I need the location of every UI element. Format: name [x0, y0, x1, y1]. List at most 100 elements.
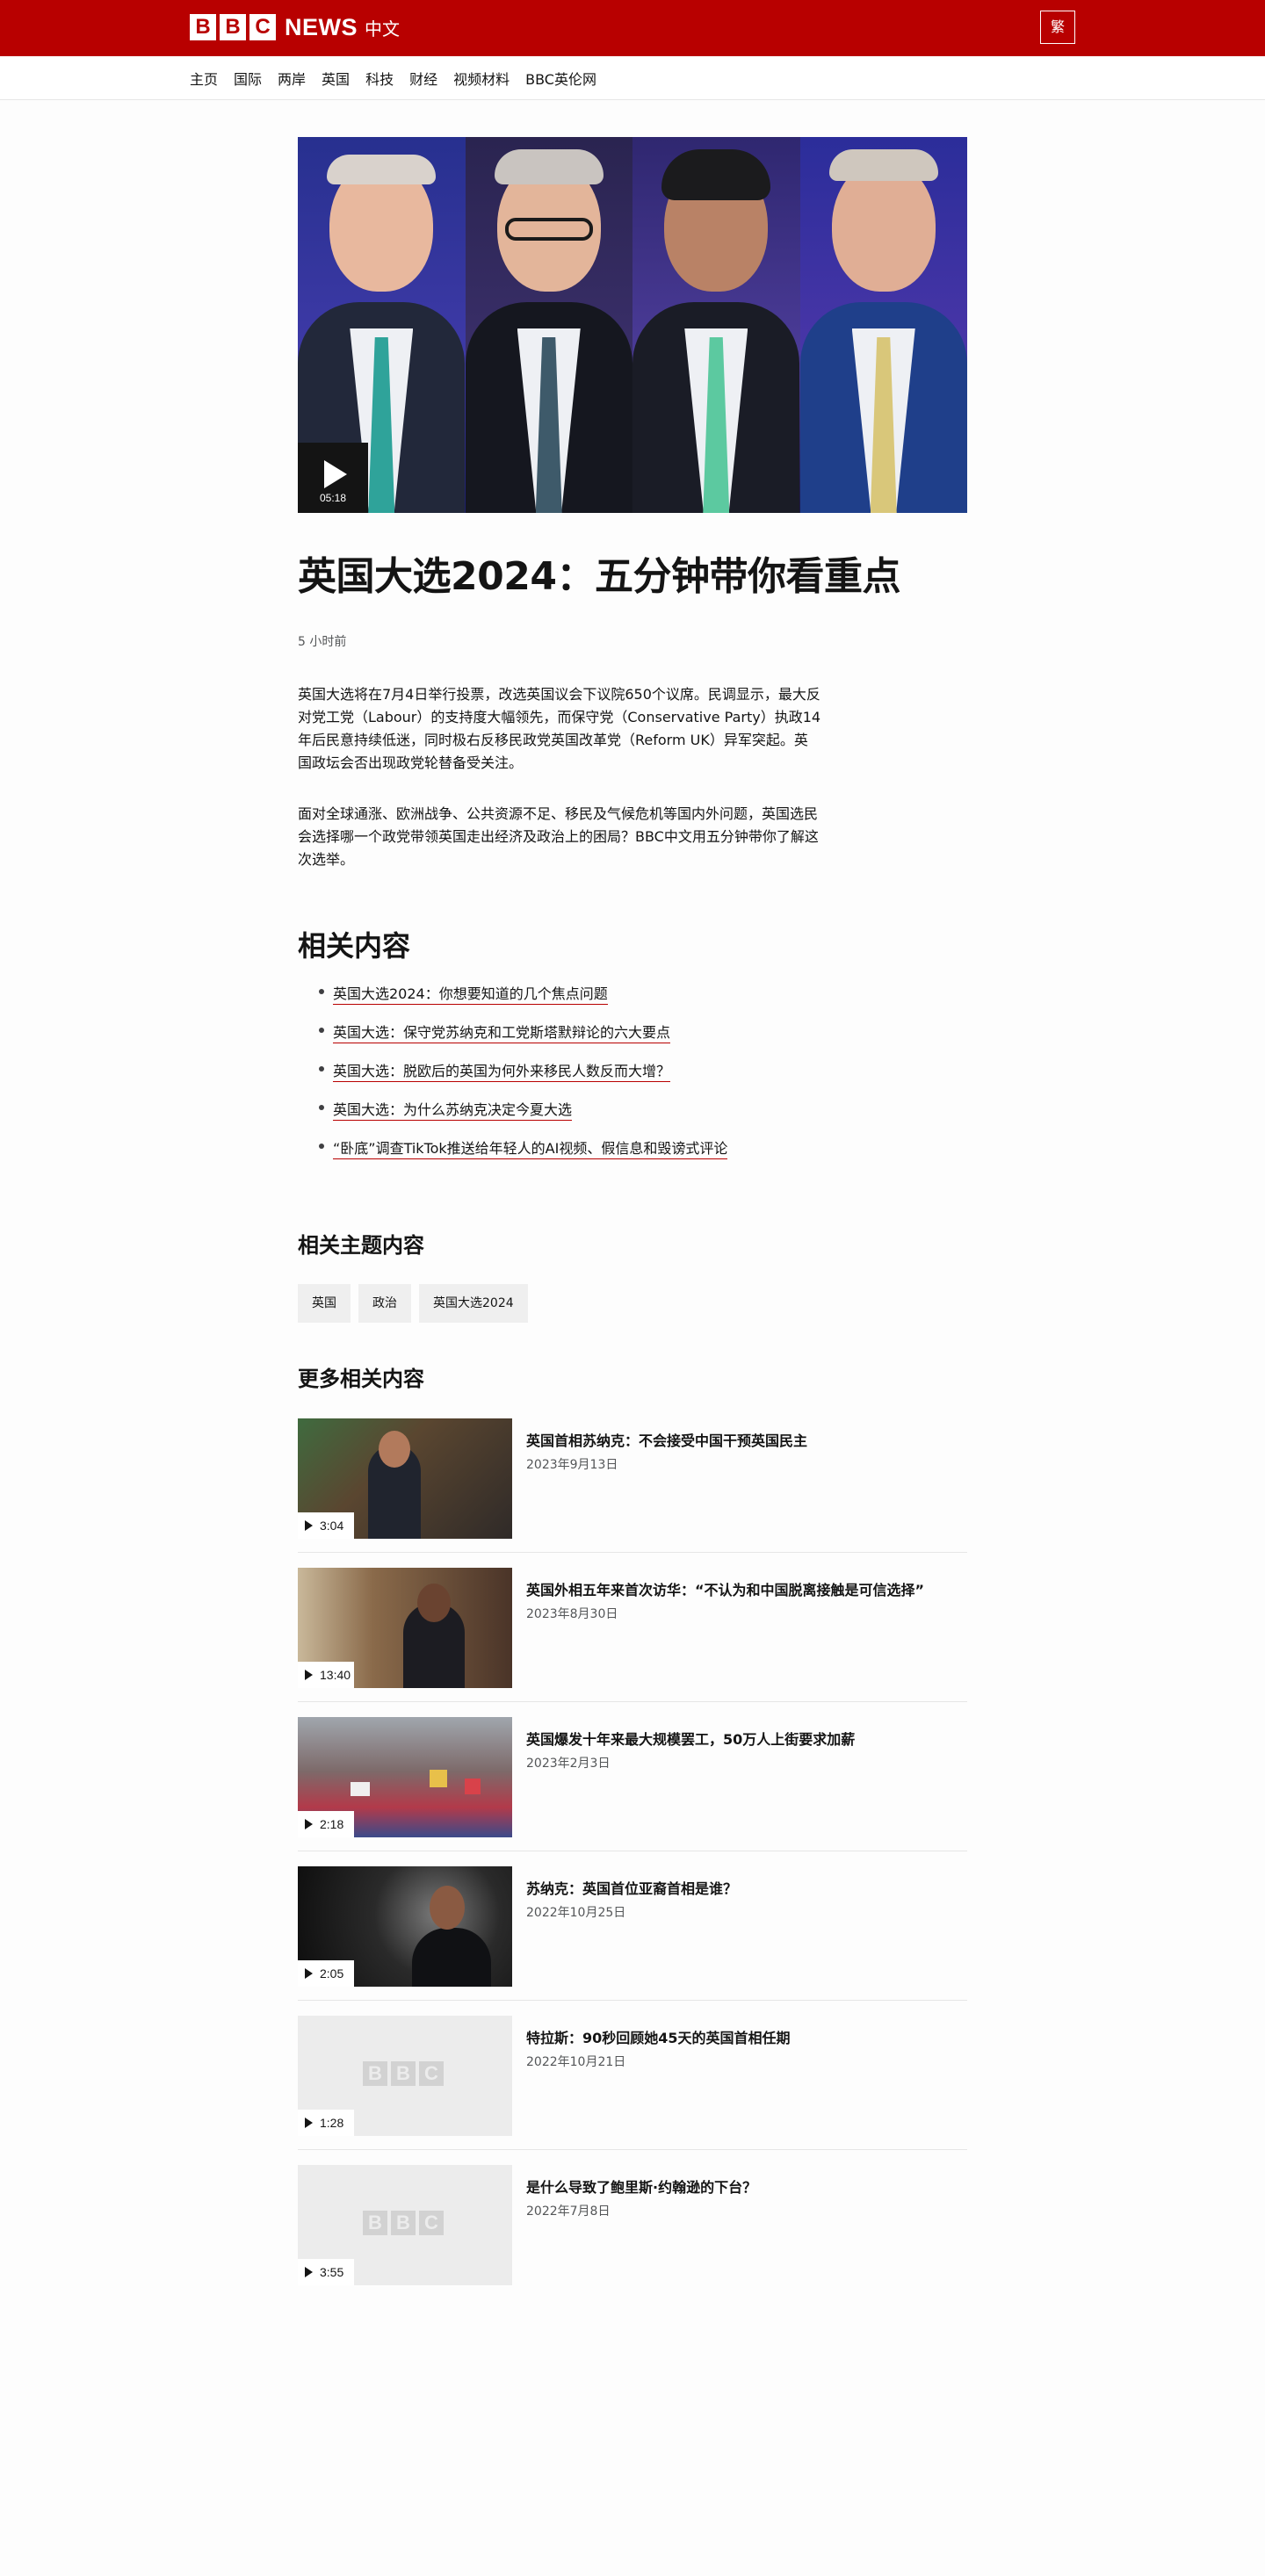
play-icon	[305, 1819, 313, 1829]
bullet-icon	[319, 989, 324, 994]
related-heading: 相关内容	[298, 929, 411, 963]
hero-video-image[interactable]	[298, 137, 967, 513]
related-links-list: 英国大选2024：你想要知道的几个焦点问题 英国大选：保守党苏纳克和工党斯塔默辩…	[319, 982, 728, 1175]
video-duration: 05:18	[319, 492, 347, 504]
item-title[interactable]: 英国外相五年来首次访华：“不认为和中国脱离接触是可信选择”	[526, 1582, 925, 1598]
video-duration: 3:04	[320, 1519, 344, 1533]
list-item[interactable]: 2:18 英国爆发十年来最大规模罢工，50万人上街要求加薪 2023年2月3日	[298, 1717, 967, 1866]
related-link[interactable]: 英国大选2024：你想要知道的几个焦点问题	[333, 985, 608, 1005]
portrait-panel	[298, 137, 466, 513]
article-paragraph: 面对全球通涨、欧洲战争、公共资源不足、移民及气候危机等国内外问题，英国选民会选择…	[298, 805, 819, 868]
list-item: 英国大选2024：你想要知道的几个焦点问题	[319, 982, 727, 1021]
video-thumbnail[interactable]: 13:40	[298, 1568, 512, 1688]
related-link[interactable]: 英国大选：为什么苏纳克决定今夏大选	[333, 1101, 573, 1121]
video-duration-badge: 3:04	[298, 1512, 354, 1539]
item-title[interactable]: 特拉斯：90秒回顾她45天的英国首相任期	[526, 2030, 791, 2046]
video-duration: 1:28	[320, 2116, 344, 2130]
item-date: 2022年10月21日	[526, 2055, 626, 2069]
page-title: 英国大选2024：五分钟带你看重点	[298, 554, 900, 599]
article-paragraph: 英国大选将在7月4日举行投票，改选英国议会下议院650个议席。民调显示，最大反对…	[298, 686, 821, 771]
nav-item-cross-strait[interactable]: 两岸	[278, 71, 307, 88]
video-duration-badge: 13:40	[298, 1662, 354, 1688]
logo-language: 中文	[365, 18, 400, 40]
play-icon	[305, 1670, 313, 1680]
video-duration: 2:18	[320, 1817, 344, 1831]
divider	[298, 1552, 967, 1553]
traditional-chinese-toggle[interactable]: 繁	[1040, 11, 1075, 44]
list-item: “卧底”调查TikTok推送给年轻人的AI视频、假信息和毁谤式评论	[319, 1136, 728, 1175]
item-date: 2022年10月25日	[526, 1906, 626, 1920]
item-date: 2023年9月13日	[526, 1458, 618, 1472]
portrait-panel	[799, 137, 967, 513]
divider	[298, 1701, 967, 1702]
item-title[interactable]: 苏纳克：英国首位亚裔首相是谁？	[526, 1880, 738, 1897]
video-duration-badge: 2:05	[298, 1960, 354, 1987]
related-link[interactable]: “卧底”调查TikTok推送给年轻人的AI视频、假信息和毁谤式评论	[333, 1140, 728, 1159]
topics-heading: 相关主题内容	[298, 1233, 424, 1258]
topic-tag-uk[interactable]: 英国	[298, 1284, 351, 1323]
divider	[298, 2000, 967, 2001]
nav-item-video[interactable]: 视频材料	[453, 71, 510, 88]
logo-letter: C	[249, 14, 276, 40]
item-title[interactable]: 英国爆发十年来最大规模罢工，50万人上街要求加薪	[526, 1731, 856, 1748]
nav-item-tech[interactable]: 科技	[365, 71, 394, 88]
bullet-icon	[319, 1144, 324, 1149]
list-item[interactable]: 2:05 苏纳克：英国首位亚裔首相是谁？ 2022年10月25日	[298, 1866, 967, 2016]
logo-letter: B	[220, 14, 246, 40]
play-icon	[305, 1968, 313, 1979]
list-item: 英国大选：保守党苏纳克和工党斯塔默辩论的六大要点	[319, 1021, 727, 1059]
video-duration: 2:05	[320, 1966, 344, 1981]
play-icon	[305, 2267, 313, 2277]
nav-item-bbc-uk[interactable]: BBC英伦网	[525, 71, 596, 88]
portrait-panel	[632, 137, 800, 513]
related-link[interactable]: 英国大选：保守党苏纳克和工党斯塔默辩论的六大要点	[333, 1024, 671, 1043]
divider	[298, 2149, 967, 2150]
list-item: 英国大选：为什么苏纳克决定今夏大选	[319, 1098, 727, 1136]
more-heading: 更多相关内容	[298, 1367, 424, 1391]
nav-item-uk[interactable]: 英国	[322, 71, 351, 88]
item-date: 2023年2月3日	[526, 1757, 611, 1771]
logo-news: NEWS	[285, 13, 358, 40]
portrait-panel	[465, 137, 632, 513]
video-duration-badge: 1:28	[298, 2110, 354, 2136]
article-timestamp: 5 小时前	[298, 635, 347, 649]
video-duration: 3:55	[320, 2265, 344, 2279]
topic-tag-politics[interactable]: 政治	[358, 1284, 411, 1323]
play-icon	[305, 2118, 313, 2128]
video-thumbnail[interactable]: 2:18	[298, 1717, 512, 1837]
nav-item-world[interactable]: 国际	[234, 71, 263, 88]
nav-item-business[interactable]: 财经	[409, 71, 438, 88]
list-item[interactable]: 3:04 英国首相苏纳克：不会接受中国干预英国民主 2023年9月13日	[298, 1418, 967, 1568]
bullet-icon	[319, 1105, 324, 1110]
item-date: 2022年7月8日	[526, 2204, 611, 2219]
item-title[interactable]: 英国首相苏纳克：不会接受中国干预英国民主	[526, 1432, 808, 1449]
logo-letter: B	[190, 14, 216, 40]
bullet-icon	[319, 1028, 324, 1033]
item-title[interactable]: 是什么导致了鲍里斯·约翰逊的下台？	[526, 2179, 757, 2196]
video-thumbnail[interactable]: 3:04	[298, 1418, 512, 1539]
item-date: 2023年8月30日	[526, 1607, 618, 1621]
play-icon	[305, 1520, 313, 1531]
bullet-icon	[319, 1066, 324, 1072]
related-link[interactable]: 英国大选：脱欧后的英国为何外来移民人数反而大增？	[333, 1063, 671, 1082]
video-thumbnail[interactable]: 2:05	[298, 1866, 512, 1987]
top-bar: B B C NEWS 中文 繁	[0, 0, 1265, 56]
video-duration: 13:40	[320, 1668, 351, 1682]
video-play-button[interactable]: 05:18	[298, 443, 368, 513]
bbc-news-logo[interactable]: B B C NEWS 中文	[190, 14, 400, 40]
main-nav: 主页 国际 两岸 英国 科技 财经 视频材料 BBC英伦网	[0, 56, 1265, 100]
topic-tags: 英国 政治 英国大选2024	[298, 1284, 536, 1323]
video-duration-badge: 2:18	[298, 1811, 354, 1837]
play-icon	[324, 460, 347, 488]
video-duration-badge: 3:55	[298, 2259, 354, 2285]
list-item: 英国大选：脱欧后的英国为何外来移民人数反而大增？	[319, 1059, 727, 1098]
topic-tag-election-2024[interactable]: 英国大选2024	[419, 1284, 528, 1323]
list-item[interactable]: 13:40 英国外相五年来首次访华：“不认为和中国脱离接触是可信选择” 2023…	[298, 1568, 967, 1717]
nav-item-home[interactable]: 主页	[190, 71, 219, 88]
